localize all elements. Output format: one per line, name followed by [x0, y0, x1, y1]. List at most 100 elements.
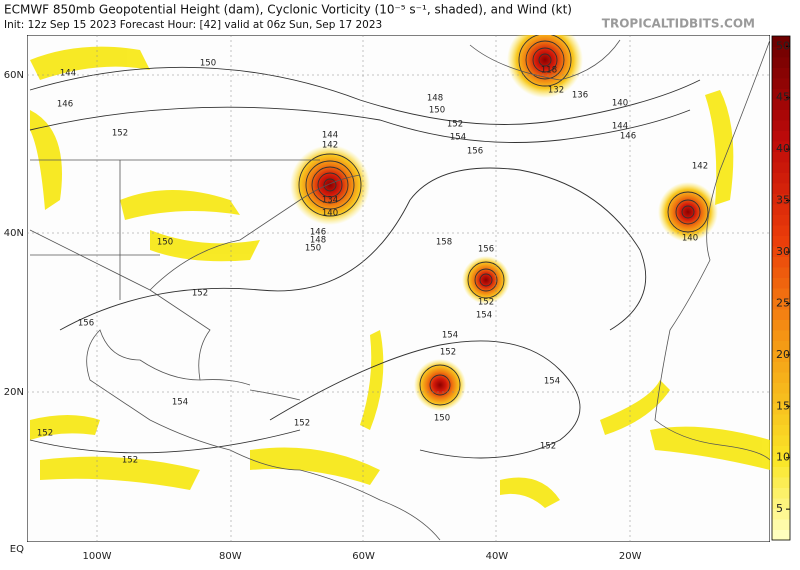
colorbar-tick-label: 5	[776, 502, 783, 515]
contour-label: 142	[692, 162, 708, 172]
colorbar-band	[772, 456, 790, 467]
colorbar-band	[772, 435, 790, 446]
contour-label: 158	[436, 238, 452, 248]
contour-label: 152	[478, 298, 494, 308]
contour-label: 154	[442, 331, 458, 341]
colorbar-band	[772, 340, 790, 352]
colorbar-band	[772, 130, 790, 142]
colorbar-band	[772, 288, 790, 299]
colorbar-band	[772, 508, 790, 520]
colorbar-tick-label: 15	[776, 399, 790, 412]
colorbar-band	[772, 109, 790, 121]
lat-label: 40N	[4, 228, 24, 239]
contour-label: 156	[478, 245, 494, 255]
colorbar-band	[772, 246, 790, 257]
colorbar-band	[772, 193, 790, 205]
colorbar-band	[772, 372, 790, 383]
contour-label: 146	[620, 132, 636, 142]
contour-label: 154	[544, 377, 560, 387]
contour-label: 144	[322, 131, 338, 141]
colorbar-band	[772, 120, 790, 131]
colorbar-band	[772, 351, 790, 362]
contour-label: 152	[37, 429, 53, 439]
colorbar-band	[772, 204, 790, 215]
height-contours	[29, 35, 709, 459]
contour-label: 140	[612, 99, 628, 109]
colorbar-band	[772, 445, 790, 457]
colorbar-tick-label: 25	[776, 296, 790, 309]
contour-label: 148	[427, 94, 443, 104]
colorbar-band	[772, 78, 790, 89]
colorbar-band	[772, 424, 790, 436]
coastlines	[29, 39, 770, 541]
contour-label: 154	[172, 398, 188, 408]
colorbar-band	[772, 277, 790, 289]
colorbar-band	[772, 256, 790, 268]
contour-label: 154	[450, 133, 466, 143]
contour-label: 150	[434, 414, 450, 424]
colorbar-band	[772, 309, 790, 320]
colorbar-band	[772, 393, 790, 404]
contour-label: 118	[541, 66, 557, 76]
title: ECMWF 850mb Geopotential Height (dam), C…	[4, 3, 572, 17]
contour-label: 156	[467, 147, 483, 157]
lat-label: EQ	[10, 544, 24, 555]
colorbar-band	[772, 361, 790, 373]
colorbar-band	[772, 487, 790, 499]
colorbar-tick-label: 50	[776, 39, 790, 52]
contour-label: 142	[322, 141, 338, 151]
colorbar-band	[772, 162, 790, 173]
colorbar-band	[772, 46, 790, 58]
lon-label: 60W	[352, 551, 375, 562]
lat-label: 20N	[4, 387, 24, 398]
colorbar-band	[772, 214, 790, 226]
colorbar-tick-label: 20	[776, 348, 790, 361]
colorbar-band	[772, 466, 790, 478]
colorbar-tick-label: 30	[776, 245, 790, 258]
contour-label: 134	[322, 196, 338, 206]
lon-label: 40W	[486, 551, 509, 562]
lat-label: 60N	[4, 70, 24, 81]
colorbar-band	[772, 414, 790, 425]
colorbar-band	[772, 36, 790, 47]
map-frame	[27, 35, 770, 542]
cyclones	[290, 35, 718, 411]
contour-label: 150	[157, 238, 173, 248]
colorbar-band	[772, 235, 790, 247]
colorbar-band	[772, 183, 790, 194]
colorbar-band	[772, 57, 790, 68]
colorbar: 5 10 15 20 25 30 35 40 45 50	[771, 35, 791, 541]
vorticity-shading	[30, 46, 770, 508]
colorbar-band	[772, 67, 790, 79]
colorbar-band	[772, 298, 790, 310]
contour-label: 152	[122, 456, 138, 466]
contour-label: 144	[60, 69, 76, 79]
colorbar-band	[772, 225, 790, 236]
contour-label: 150	[305, 244, 321, 254]
colorbar-band	[772, 330, 790, 341]
colorbar-band	[772, 319, 790, 331]
map-area: 1441501461521481501521541561441421341401…	[27, 35, 770, 542]
contour-label: 152	[294, 419, 310, 429]
contour-label: 152	[112, 129, 128, 139]
contour-labels: 1441501461521481501521541561441421341401…	[37, 59, 708, 466]
lon-label: 20W	[619, 551, 642, 562]
colorbar-band	[772, 99, 790, 110]
contour-label: 152	[540, 442, 556, 452]
colorbar-band	[772, 267, 790, 278]
lon-label: 100W	[83, 551, 112, 562]
colorbar-frame	[771, 35, 791, 541]
contour-label: 152	[447, 120, 463, 130]
colorbar-band	[772, 382, 790, 394]
contour-label: 132	[548, 86, 564, 96]
contour-label: 140	[322, 209, 338, 219]
contour-label: 148	[310, 236, 326, 246]
colorbar-band	[772, 477, 790, 488]
colorbar-band	[772, 403, 790, 415]
subtitle: Init: 12z Sep 15 2023 Forecast Hour: [42…	[4, 19, 382, 31]
colorbar-band	[772, 519, 790, 530]
contour-label: 150	[429, 106, 445, 116]
colorbar-band	[772, 88, 790, 100]
colorbar-band	[772, 151, 790, 163]
